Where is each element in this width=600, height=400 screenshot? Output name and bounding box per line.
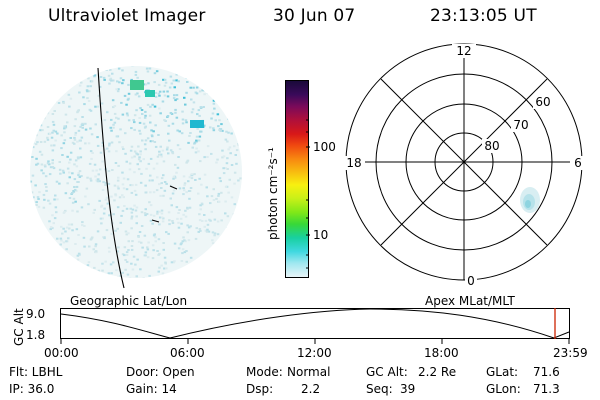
geographic-label: Geographic Lat/Lon <box>70 294 188 308</box>
dsp-value: 2.2 <box>301 382 321 396</box>
time-label: 23:13:05 UT <box>430 6 537 26</box>
filter-info: Flt: LBHL <box>9 365 63 379</box>
mlt-label-12: 12 <box>456 44 471 58</box>
mlt-label-18: 18 <box>346 156 361 170</box>
seq-label: Seq: <box>366 382 393 396</box>
mode-label: Mode: <box>246 365 283 379</box>
date-label: 30 Jun 07 <box>273 6 356 26</box>
timeline-xtick-1800: 18:00 <box>424 346 459 360</box>
glon-value: 71.3 <box>533 382 560 396</box>
terminator-line <box>97 67 125 289</box>
lat-label-70: 70 <box>513 118 528 132</box>
seq-value: 39 <box>400 382 416 396</box>
instrument-title: Ultraviolet Imager <box>48 6 206 26</box>
colorbar-tick-100: 100 <box>313 140 336 154</box>
colorbar-ticks <box>306 119 310 269</box>
dsp-label: Dsp: <box>246 382 274 396</box>
timeline-ytick-1.8: 1.8 <box>26 328 46 342</box>
gain-info: Gain: 14 <box>126 382 177 396</box>
coastline-mark <box>151 219 160 223</box>
timeline-xtick-0600: 06:00 <box>170 346 205 360</box>
colorbar-unit-label: photon cm⁻²s⁻¹ <box>266 147 280 240</box>
gcalt-label: GC Alt: <box>366 365 408 379</box>
coastline-mark <box>169 185 178 190</box>
gcalt-value: 2.2 Re <box>418 365 457 379</box>
geographic-image-pixels <box>30 66 242 278</box>
timeline-axis-label: GC Alt <box>12 308 26 346</box>
polar-diagonal <box>380 78 548 246</box>
timeline-xtick-2359: 23:59 <box>553 346 588 360</box>
lat-label-60: 60 <box>535 95 550 109</box>
polar-plot: 12 18 6 0 60 70 80 <box>343 43 586 288</box>
lat-label-80: 80 <box>484 139 499 153</box>
glat-value: 71.6 <box>533 365 560 379</box>
glon-label: GLon: <box>486 382 521 396</box>
timeline-frame <box>60 308 570 339</box>
colorbar-tick-10: 10 <box>313 228 329 242</box>
aurora-patch <box>520 187 540 213</box>
timeline-xtick-1200: 12:00 <box>297 346 332 360</box>
geographic-image <box>30 66 242 289</box>
colorbar-gradient <box>286 81 308 277</box>
timeline-plot <box>60 308 570 344</box>
mlt-label-6: 6 <box>574 156 582 170</box>
timeline-ytick-9: 9.0 <box>26 307 46 321</box>
glat-label: GLat: <box>486 365 519 379</box>
timeline-xtick-0000: 00:00 <box>44 346 79 360</box>
altitude-curve <box>60 308 570 339</box>
door-info: Door: Open <box>126 365 195 379</box>
apex-label: Apex MLat/MLT <box>425 294 515 308</box>
colorbar <box>285 80 309 278</box>
mode-value: Normal <box>287 365 331 379</box>
mlt-label-0: 0 <box>467 274 475 288</box>
ip-info: IP: 36.0 <box>9 382 55 396</box>
